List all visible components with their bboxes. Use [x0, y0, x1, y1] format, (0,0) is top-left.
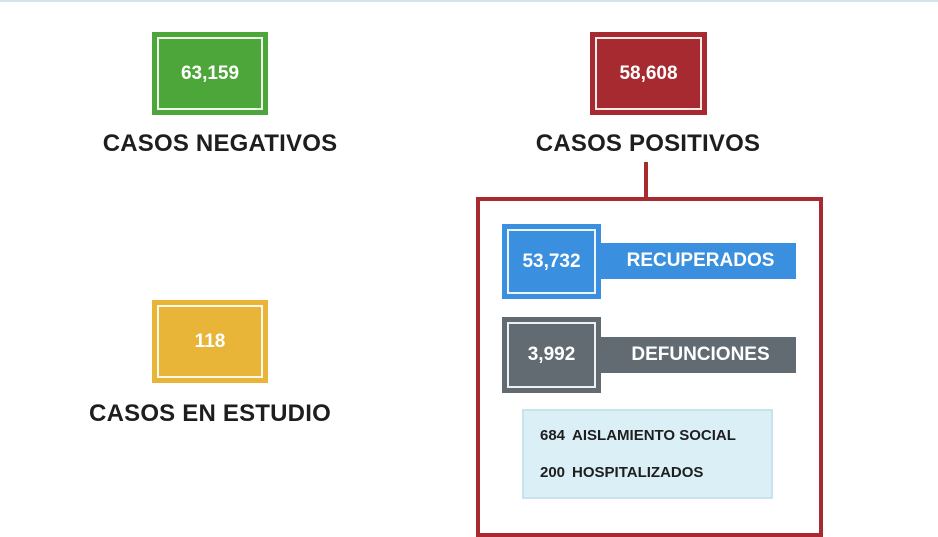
casos-positivos-count-box: 58,608 [590, 32, 707, 115]
defunciones-label-bar: DEFUNCIONES [597, 337, 796, 373]
casos-negativos-count-box: 63,159 [152, 32, 268, 115]
recuperados-label-bar: RECUPERADOS [597, 243, 796, 279]
recuperados-label: RECUPERADOS [626, 250, 775, 271]
detail-row-hospitalizados: 200 HOSPITALIZADOS [540, 464, 771, 483]
casos-en-estudio-count-box: 118 [152, 300, 268, 383]
defunciones-count-box: 3,992 [502, 317, 601, 393]
defunciones-label: DEFUNCIONES [631, 344, 770, 365]
casos-positivos-label: CASOS POSITIVOS [535, 130, 761, 157]
aislamiento-value: 684 [540, 427, 566, 444]
defunciones-value: 3,992 [527, 344, 576, 365]
detail-row-aislamiento: 684 AISLAMIENTO SOCIAL [540, 427, 771, 446]
positivos-connector-line [644, 162, 648, 198]
top-divider [0, 0, 938, 2]
casos-negativos-value: 63,159 [180, 62, 240, 84]
casos-en-estudio-label: CASOS EN ESTUDIO [89, 400, 331, 427]
detalle-box: 684 AISLAMIENTO SOCIAL 200 HOSPITALIZADOS [522, 409, 773, 499]
hospitalizados-value: 200 [540, 464, 566, 481]
hospitalizados-label: HOSPITALIZADOS [572, 464, 704, 481]
casos-en-estudio-value: 118 [194, 330, 226, 352]
casos-negativos-label: CASOS NEGATIVOS [102, 130, 338, 157]
casos-positivos-value: 58,608 [619, 62, 678, 84]
recuperados-value: 53,732 [522, 250, 581, 272]
recuperados-count-box: 53,732 [502, 224, 601, 299]
aislamiento-label: AISLAMIENTO SOCIAL [572, 427, 736, 444]
